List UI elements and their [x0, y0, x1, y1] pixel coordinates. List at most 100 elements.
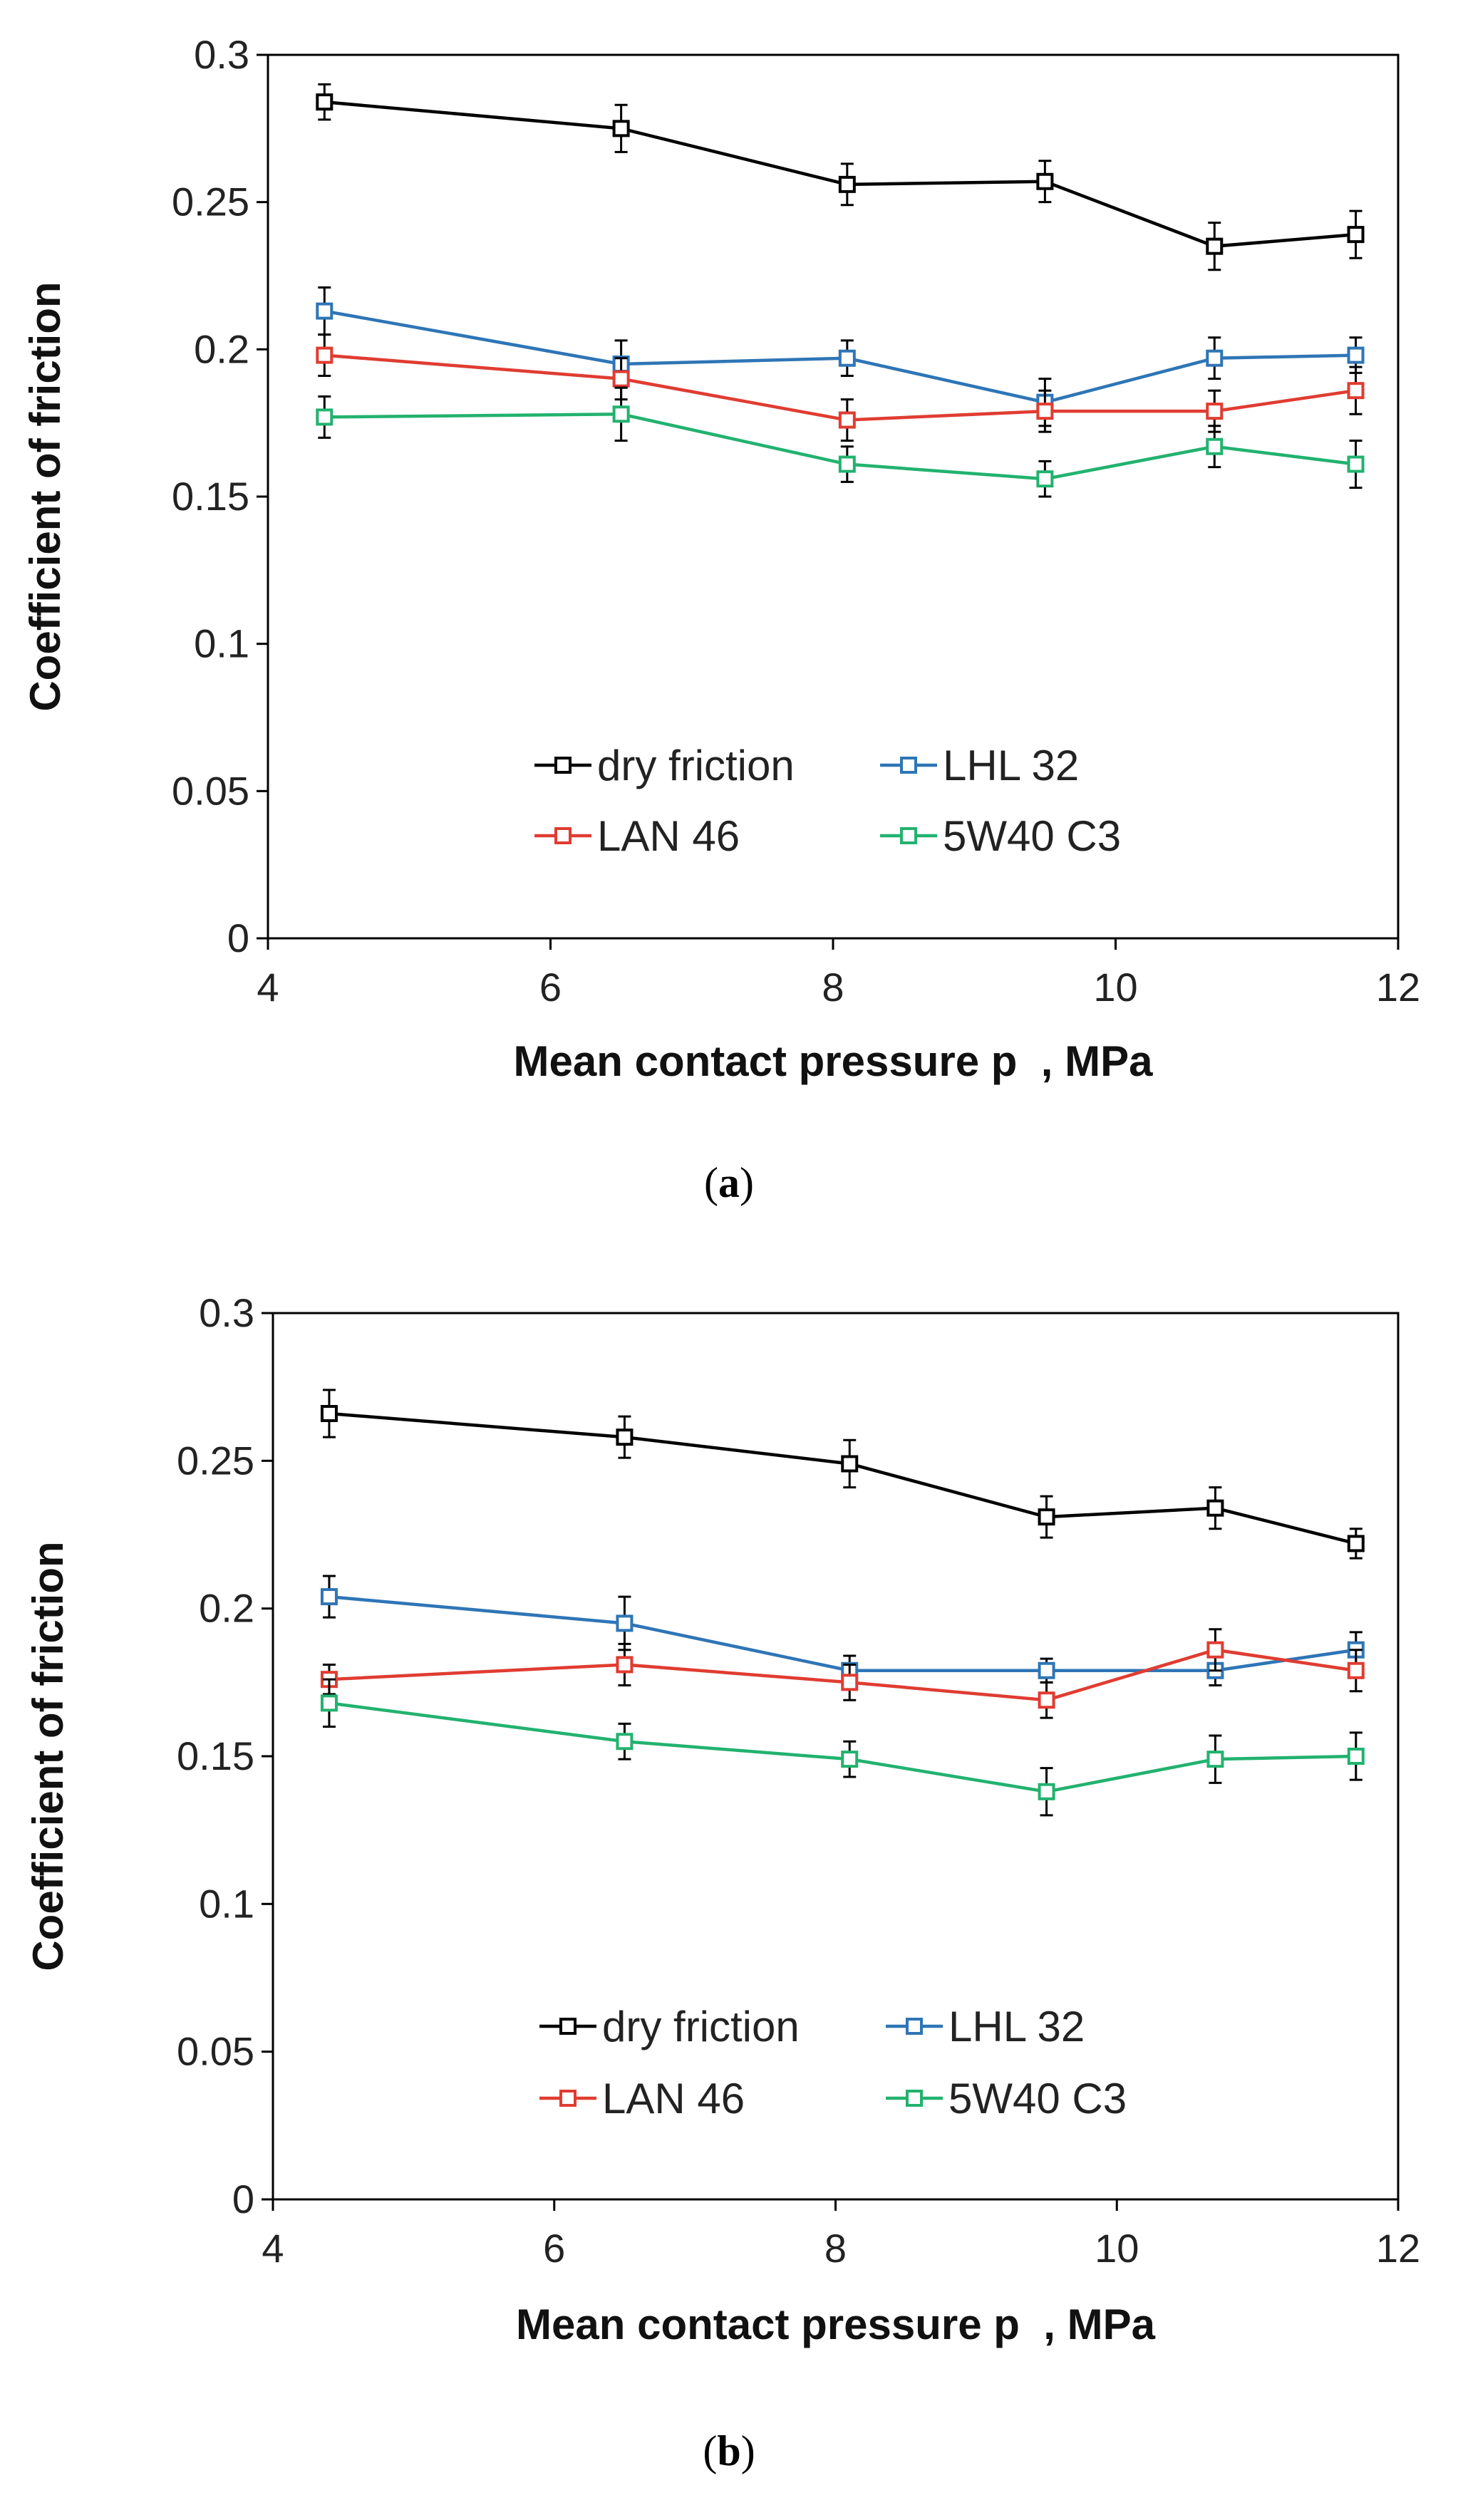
data-point: [1347, 346, 1365, 364]
data-point: [1206, 1751, 1224, 1768]
y-axis-title: Coefficient of friction: [24, 1541, 72, 1971]
legend-item: dry friction: [534, 742, 795, 789]
data-point: [841, 1674, 859, 1691]
series-line: [324, 353, 1356, 422]
y-tick-label: 0: [227, 916, 249, 960]
legend-item: 5W40 C3: [886, 2075, 1127, 2122]
plot-frame: [267, 53, 1400, 940]
legend-label: 5W40 C3: [943, 812, 1121, 860]
panel-caption-open: (: [704, 1159, 718, 1206]
series-line: [324, 100, 1356, 248]
legend-label: LHL 32: [943, 742, 1079, 789]
data-point: [1206, 237, 1224, 255]
data-point: [616, 1428, 634, 1446]
data-point: [838, 175, 856, 193]
x-tick-label: 12: [1376, 2226, 1420, 2271]
data-point: [838, 455, 856, 473]
legend-label: LAN 46: [602, 2075, 745, 2122]
legend-label: dry friction: [597, 742, 795, 789]
y-axis-title: Coefficient of friction: [21, 281, 69, 711]
legend: dry friction LHL 32 LAN 46 5W40 C3: [534, 742, 1121, 860]
x-tick-label: 10: [1093, 965, 1137, 1010]
legend: dry friction LHL 32 LAN 46 5W40 C3: [539, 2003, 1127, 2122]
x-tick-label: 4: [262, 2226, 284, 2271]
legend-swatch-marker: [906, 2018, 923, 2035]
series-5w40-c3: [320, 1678, 1365, 1817]
legend-item: LAN 46: [539, 2075, 745, 2122]
legend-item: dry friction: [539, 2003, 800, 2050]
x-tick-label: 6: [543, 2226, 565, 2271]
data-point: [1036, 470, 1054, 488]
series-5w40-c3: [316, 386, 1365, 498]
plot-frame: [272, 1312, 1400, 2201]
data-point: [1347, 1535, 1365, 1552]
data-point: [841, 1751, 859, 1768]
y-tick-label: 0.15: [172, 474, 249, 519]
series-dry-friction: [320, 1389, 1365, 1560]
data-point: [316, 302, 334, 320]
data-point: [1206, 403, 1224, 420]
series-lhl-32: [316, 286, 1365, 427]
chart-panel-b: 0 0.05 0.1 0.15 0.2 0.25 0.3 4 6 8 10 12 Mean contac…: [24, 1290, 1420, 2474]
x-tick-label: 10: [1095, 2226, 1139, 2271]
data-point: [616, 1614, 634, 1632]
series-line: [329, 1411, 1357, 1545]
data-point: [1206, 1641, 1224, 1659]
x-tick-label: 8: [824, 2226, 847, 2271]
y-tick-label: 0.25: [172, 180, 249, 224]
x-tick-label: 12: [1376, 965, 1420, 1010]
legend-swatch-marker: [906, 2090, 923, 2107]
data-point: [1038, 1508, 1055, 1526]
series-lhl-32: [320, 1575, 1365, 1686]
y-tick-label: 0.05: [177, 2029, 254, 2074]
data-point: [616, 1733, 634, 1751]
x-tick-label: 8: [822, 965, 844, 1010]
legend-item: LHL 32: [880, 742, 1079, 789]
y-tick-label: 0.3: [194, 32, 249, 77]
y-tick-label: 0.25: [177, 1438, 254, 1483]
legend-label: LHL 32: [948, 2003, 1085, 2050]
panel-caption: (b): [703, 2427, 755, 2474]
y-tick-label: 0.2: [194, 326, 249, 371]
data-point: [1206, 349, 1224, 367]
series-line: [329, 1595, 1357, 1672]
legend-swatch-marker: [900, 757, 917, 774]
series-line: [329, 1648, 1357, 1702]
series-line: [324, 309, 1356, 405]
series-line: [329, 1701, 1356, 1794]
data-point: [1206, 437, 1224, 455]
x-tick-label: 4: [257, 965, 279, 1010]
legend-label: dry friction: [602, 2003, 800, 2050]
data-point: [316, 408, 334, 426]
chart-panel-a: 0 0.05 0.1 0.15 0.2 0.25 0.3 4 6 8 10 12 Mean contac…: [21, 32, 1420, 1206]
legend-swatch-marker: [559, 2018, 577, 2035]
data-point: [1036, 403, 1054, 420]
legend-item: LHL 32: [886, 2003, 1085, 2050]
y-tick-label: 0.1: [194, 621, 249, 666]
y-tick-label: 0.3: [199, 1290, 254, 1335]
legend-swatch-marker: [559, 2090, 577, 2107]
series-dry-friction: [316, 83, 1365, 271]
y-tick-label: 0.05: [172, 768, 249, 813]
panel-caption-open: (: [703, 2427, 717, 2474]
data-point: [1038, 1661, 1055, 1679]
data-point: [841, 1455, 859, 1473]
data-point: [1347, 1661, 1365, 1679]
data-point: [1347, 382, 1365, 400]
legend-swatch-marker: [554, 827, 572, 844]
data-point: [612, 405, 630, 423]
data-point: [612, 120, 630, 138]
panel-caption-letter: b: [717, 2427, 740, 2474]
legend-label: LAN 46: [597, 812, 740, 860]
data-point: [1347, 226, 1365, 244]
y-tick-label: 0.1: [199, 1881, 254, 1926]
y-tick-label: 0.2: [199, 1586, 254, 1631]
x-tick-label: 6: [539, 965, 562, 1010]
data-point: [838, 349, 856, 367]
data-point: [838, 411, 856, 429]
legend-item: 5W40 C3: [880, 812, 1121, 860]
series-lan-46: [316, 333, 1365, 442]
data-point: [320, 1404, 338, 1422]
data-point: [320, 1588, 338, 1606]
legend-label: 5W40 C3: [948, 2075, 1127, 2122]
